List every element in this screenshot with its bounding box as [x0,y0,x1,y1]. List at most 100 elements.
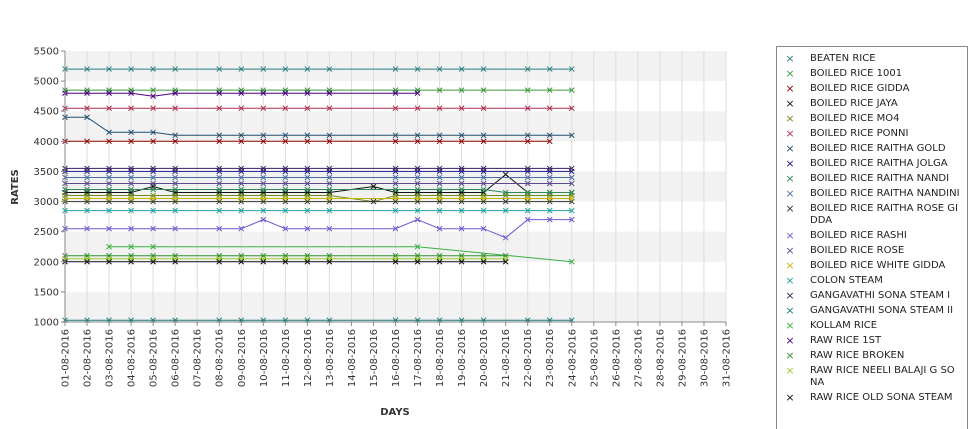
legend-item[interactable]: × BOILED RICE WHITE GIDDA [777,260,967,272]
y-tick-label: 1000 [34,318,59,329]
series-5 [62,105,575,112]
series-6 [62,114,575,139]
y-tick-label: 3500 [34,167,59,178]
legend-item[interactable]: × BOILED RICE 1001 [777,68,967,80]
data-point [84,174,90,181]
data-point [480,138,487,145]
legend-item[interactable]: × RAW RICE NEELI BALAJI G SONA [777,365,967,389]
vertical-gridlines [64,51,727,322]
data-point [260,186,267,193]
legend-item[interactable]: × COLON STEAM [777,275,967,287]
data-point [106,180,112,187]
legend-item[interactable]: × BEATEN RICE [777,53,967,65]
data-point [414,195,421,202]
data-point [480,87,487,93]
legend-item[interactable]: × KOLLAM RICE [777,320,967,332]
legend-marker-icon: × [785,157,795,170]
legend-item[interactable]: × RAW RICE BROKEN [777,350,967,362]
data-point [502,207,509,214]
legend-item[interactable]: × BOILED RICE ROSE [777,245,967,257]
legend-marker-icon: × [785,319,795,332]
data-point [326,132,333,139]
legend-marker-icon: × [785,349,795,362]
data-point [128,165,134,172]
data-point [150,195,156,202]
data-point [128,186,134,193]
data-point [436,105,443,112]
legend-item[interactable]: × BOILED RICE RAITHA GOLD [777,143,967,155]
legend-marker-icon: × [785,52,795,65]
legend-item[interactable]: × BOILED RICE MO4 [777,113,967,125]
legend-item[interactable]: × BOILED RICE RAITHA NANDI [777,173,967,185]
legend-item[interactable]: × GANGAVATHI SONA STEAM I [777,290,967,302]
data-point [304,207,311,214]
legend-marker-icon: × [785,244,795,257]
legend-item[interactable]: × GANGAVATHI SONA STEAM II [777,305,967,317]
data-point [546,174,553,181]
data-point [238,138,245,145]
x-tick-label: 31-08-2016 [722,329,733,387]
data-point [106,186,112,193]
data-point [238,66,245,72]
data-point [414,174,421,181]
data-point [172,138,179,145]
data-point [436,132,443,139]
data-point [150,66,156,72]
data-point [414,207,421,214]
data-point [414,165,421,172]
data-point [84,66,90,72]
data-point [304,180,311,187]
x-tick-label: 13-08-2016 [325,329,336,387]
legend-item[interactable]: × BOILED RICE RAITHA NANDINI [777,188,967,200]
data-point [84,207,90,214]
data-point [568,189,575,196]
legend-label: BOILED RICE RAITHA ROSE GIDDA [810,203,958,226]
x-tick-label: 10-08-2016 [259,329,270,387]
y-tick-label: 1500 [34,287,59,298]
data-point [238,258,245,265]
legend-item[interactable]: × BOILED RICE RAITHA JOLGA [777,158,967,170]
data-point [458,66,465,72]
legend-item[interactable]: × BOILED RICE GIDDA [777,83,967,95]
y-tick-label: 2000 [34,257,59,268]
legend-marker-icon: × [785,289,795,302]
x-axis-ticks: 01-08-2016 02-08-2016 03-08-2016 04-08-2016… [61,322,733,387]
legend-marker-icon: × [785,127,795,140]
data-point [172,225,179,232]
legend-item[interactable]: × BOILED RICE JAYA [777,98,967,110]
data-point [282,195,289,202]
data-point [260,90,267,97]
legend-item[interactable]: × BOILED RICE PONNI [777,128,967,140]
x-tick-label: 29-08-2016 [677,329,688,387]
x-tick-label: 02-08-2016 [83,329,94,387]
legend-item[interactable]: × RAW RICE 1ST [777,335,967,347]
data-point [326,105,333,112]
legend-label: BOILED RICE RAITHA NANDINI [810,188,960,199]
data-point [502,171,509,178]
legend-marker-icon: × [785,229,795,242]
data-point [128,138,134,145]
data-point [128,243,134,250]
data-point [524,105,531,112]
data-point [436,186,443,193]
data-point [216,105,223,112]
legend-item[interactable]: × BOILED RICE RAITHA ROSE GIDDA [777,203,967,227]
data-point [128,90,134,97]
data-point [480,225,487,232]
legend-label: BOILED RICE PONNI [810,128,909,139]
data-point [326,174,333,181]
data-point [546,105,553,112]
data-point [326,186,333,193]
legend-item[interactable]: × BOILED RICE RASHI [777,230,967,242]
series-1 [62,87,575,93]
x-tick-label: 11-08-2016 [281,329,292,387]
legend-item[interactable]: × RAW RICE OLD SONA STEAM [777,392,967,404]
data-point [568,66,575,72]
data-point [502,189,509,196]
data-point [480,195,487,202]
legend-label: RAW RICE OLD SONA STEAM [810,392,953,403]
data-point [216,195,223,202]
data-point [392,165,399,172]
data-point [436,225,443,232]
legend-marker-icon: × [785,259,795,272]
